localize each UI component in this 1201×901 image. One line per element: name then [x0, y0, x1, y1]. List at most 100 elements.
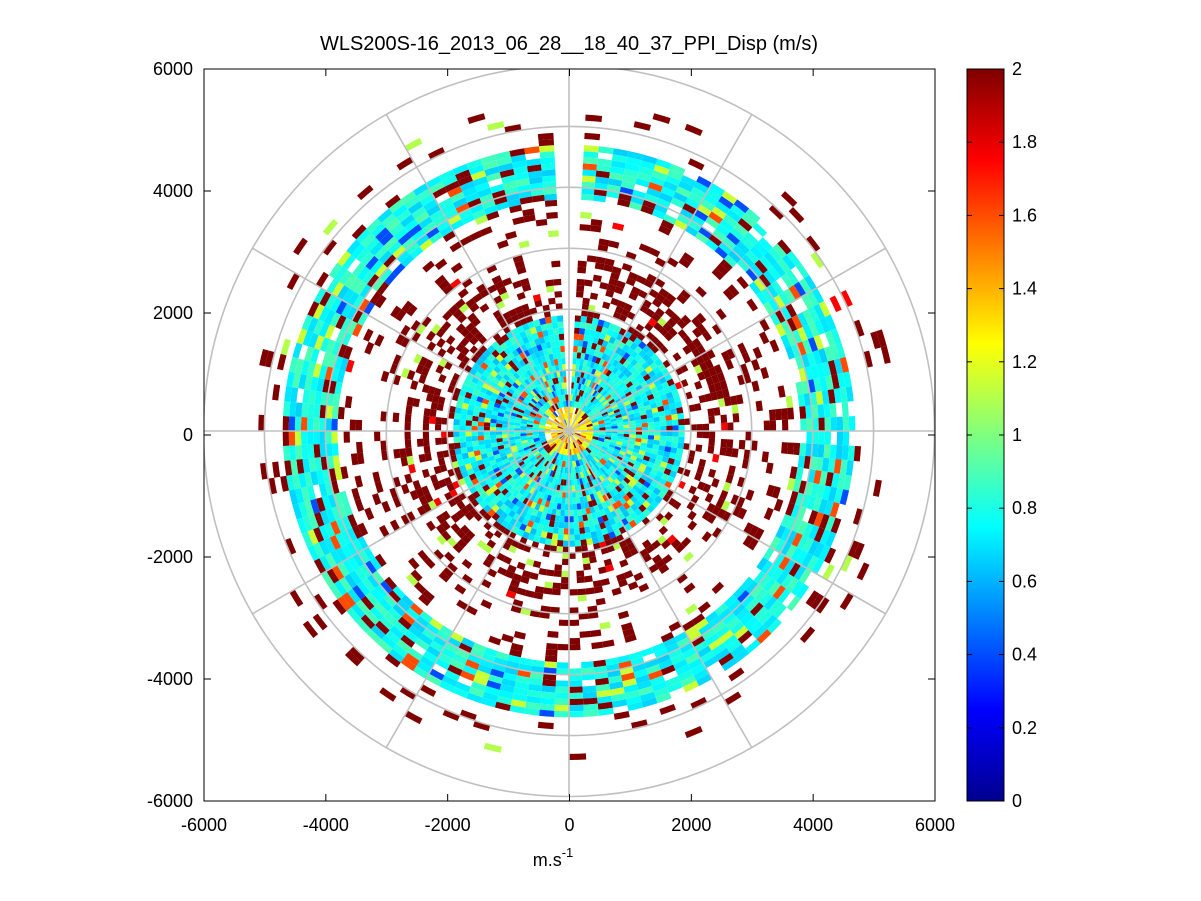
- ppi-cell: [515, 507, 524, 516]
- ppi-cell: [622, 502, 631, 510]
- ppi-cell: [540, 499, 547, 507]
- ppi-cell: [554, 396, 560, 404]
- ppi-cell: [740, 611, 755, 626]
- ppi-cell: [527, 320, 536, 329]
- ppi-cell: [499, 291, 510, 301]
- ppi-cell: [313, 593, 328, 611]
- ppi-cell: [677, 329, 688, 339]
- ppi-cell: [569, 510, 574, 517]
- ppi-cell: [542, 493, 549, 501]
- ppi-cell: [574, 388, 578, 396]
- ppi-cell: [581, 508, 587, 516]
- ppi-cell: [597, 503, 604, 511]
- ppi-cell: [633, 492, 642, 500]
- ppi-cell: [772, 603, 787, 619]
- ppi-cell: [593, 471, 599, 479]
- ppi-cell: [635, 177, 650, 188]
- ppi-cell: [635, 398, 643, 405]
- ppi-cell: [657, 405, 665, 412]
- ppi-cell: [544, 374, 550, 381]
- ppi-cell: [822, 361, 832, 377]
- ppi-cell: [331, 565, 345, 581]
- ppi-cell: [404, 219, 419, 233]
- ppi-cell: [630, 503, 639, 512]
- ppi-cell: [453, 412, 461, 420]
- ppi-cell: [534, 404, 541, 410]
- ppi-cell: [651, 539, 662, 550]
- ppi-cell: [724, 359, 734, 370]
- ppi-cell: [527, 689, 542, 698]
- ppi-cell: [581, 309, 589, 317]
- ppi-cell: [666, 317, 677, 328]
- ppi-cell: [435, 364, 445, 375]
- ppi-cell: [580, 471, 585, 479]
- ppi-cell: [400, 513, 411, 526]
- ppi-cell: [623, 433, 630, 438]
- ppi-cell: [648, 288, 659, 299]
- ppi-cell: [807, 306, 820, 322]
- ppi-cell: [542, 673, 557, 681]
- ppi-cell: [611, 587, 622, 596]
- ppi-cell: [749, 245, 764, 260]
- ppi-cell: [507, 494, 516, 503]
- ppi-cell: [617, 433, 624, 437]
- ppi-cell: [722, 214, 738, 228]
- ppi-cell: [595, 412, 603, 419]
- ppi-cell: [697, 481, 706, 491]
- ppi-cell: [519, 657, 533, 666]
- ppi-cell: [437, 457, 446, 466]
- ppi-cell: [530, 411, 537, 417]
- ppi-cell: [829, 344, 840, 361]
- ppi-cell: [530, 353, 537, 361]
- ppi-cell: [638, 377, 646, 385]
- ppi-cell: [484, 377, 493, 386]
- ppi-cell: [633, 444, 641, 450]
- ppi-cell: [354, 280, 367, 295]
- ppi-cell: [635, 419, 642, 424]
- ppi-cell: [528, 415, 535, 420]
- ppi-cell: [678, 424, 685, 431]
- ppi-cell: [825, 375, 834, 391]
- ppi-cell: [536, 510, 543, 518]
- ppi-cell: [408, 463, 417, 474]
- ppi-cell: [593, 659, 607, 668]
- ppi-cell: [633, 362, 642, 370]
- ppi-cell: [753, 570, 767, 585]
- ppi-cell: [605, 492, 613, 500]
- ppi-cell: [540, 397, 546, 404]
- ppi-cell: [511, 497, 519, 505]
- ppi-cell: [588, 335, 595, 343]
- ppi-cell: [539, 611, 550, 619]
- ppi-cell: [549, 463, 555, 470]
- ppi-cell: [672, 352, 682, 362]
- ppi-cell: [791, 518, 803, 533]
- ppi-cell: [617, 436, 624, 440]
- ppi-cell: [615, 354, 623, 362]
- ppi-cell: [498, 408, 506, 414]
- ppi-cell: [343, 502, 353, 517]
- ppi-cell: [637, 388, 645, 396]
- ppi-cell: [763, 577, 776, 593]
- ppi-cell: [474, 331, 484, 341]
- ppi-cell: [835, 342, 846, 359]
- ppi-cell: [431, 186, 448, 199]
- ppi-cell: [597, 319, 605, 327]
- ppi-cell: [542, 329, 549, 337]
- ppi-cell: [464, 391, 473, 399]
- ppi-cell: [541, 415, 548, 422]
- ppi-cell: [558, 619, 569, 626]
- colorbar-tick-label: 0.6: [1012, 571, 1037, 591]
- ppi-cell: [556, 431, 564, 434]
- ppi-cell: [510, 394, 518, 401]
- ppi-cell: [584, 132, 601, 141]
- ppi-cell: [463, 378, 472, 387]
- ppi-cell: [404, 413, 412, 423]
- ppi-cell: [542, 388, 548, 396]
- ppi-cell: [444, 642, 459, 654]
- ppi-cell: [472, 176, 489, 187]
- ppi-cell: [480, 578, 492, 589]
- ppi-cell: [576, 278, 585, 286]
- ppi-cell: [723, 254, 737, 268]
- ppi-cell: [517, 376, 525, 384]
- ppi-cell: [511, 364, 520, 373]
